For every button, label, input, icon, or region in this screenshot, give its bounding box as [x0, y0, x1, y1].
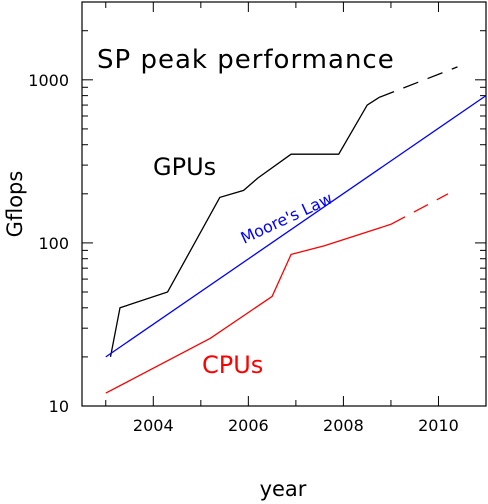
x-tick-label: 2006: [228, 416, 269, 435]
series-label-moores-law: Moore's Law: [238, 189, 336, 248]
series-projection-cpus: [390, 193, 449, 225]
series-line-moore-s-law: [105, 95, 487, 358]
series-projection-gpus: [378, 66, 458, 99]
chart-title: SP peak performance: [97, 45, 395, 75]
y-tick-label: 1000: [28, 71, 69, 90]
x-tick-label: 2008: [323, 416, 364, 435]
plot-frame: [81, 1, 487, 407]
series-line-gpus: [109, 96, 380, 358]
y-tick-label: 100: [38, 234, 69, 253]
y-axis-title: Gflops: [3, 171, 27, 238]
x-tick-label: 2004: [133, 416, 174, 435]
x-axis-title: year: [260, 477, 307, 501]
series-label-cpus: CPUs: [202, 351, 263, 379]
series-layer: [105, 66, 487, 394]
y-tick-label: 10: [49, 397, 69, 416]
x-tick-label: 2010: [418, 416, 459, 435]
axes-ticks: 2004 2006 2008 2010 10 100 1000: [28, 1, 486, 435]
series-label-gpus: GPUs: [153, 153, 216, 181]
series-line-cpus: [105, 223, 392, 394]
